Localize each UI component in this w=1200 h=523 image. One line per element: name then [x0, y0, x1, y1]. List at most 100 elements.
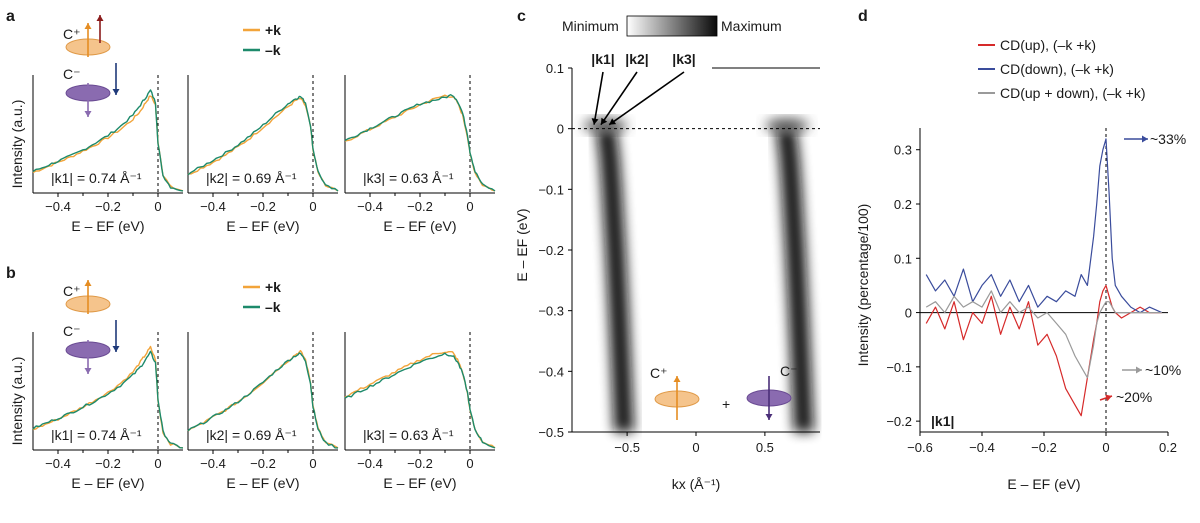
- band-left: [596, 128, 634, 432]
- panel-letter-b: b: [6, 265, 16, 282]
- x-tick-label: −0.4: [45, 199, 71, 214]
- k-arrow-3-shaft: [608, 71, 685, 126]
- legend-label: CD(down), (–k +k): [1000, 61, 1114, 77]
- x-tick-label: 0: [154, 199, 161, 214]
- x-axis-label: E – EF (eV): [1007, 476, 1080, 492]
- y-tick-label: −0.1: [538, 182, 564, 197]
- c-minus-arrow-head: [765, 414, 773, 420]
- k-annotation: |k2| = 0.69 Å⁻¹: [206, 170, 297, 186]
- series-line-minus-k: [344, 352, 496, 449]
- y-axis-label: E – EF (eV): [514, 208, 530, 281]
- c-plus-arrow: [673, 376, 681, 420]
- spin-up-arrow-head: [96, 15, 104, 21]
- x-axis-label: E – EF (eV): [226, 475, 299, 491]
- legend-label-minus-k: –k: [265, 42, 281, 58]
- legend: CD(up), (–k +k) CD(down), (–k +k) CD(up + …: [978, 37, 1146, 101]
- y-tick-label: −0.2: [886, 414, 912, 429]
- y-tick-label: −0.3: [538, 304, 564, 319]
- x-tick-label: −0.2: [407, 199, 433, 214]
- x-tick-label: −0.4: [45, 456, 71, 471]
- spin-down-arrow-head: [112, 89, 120, 95]
- series-line-minus-k: [187, 95, 339, 192]
- x-axis-label: kx (Å⁻¹): [672, 476, 721, 492]
- panel-letter-a: a: [6, 8, 15, 25]
- c-minus-label: C⁻: [63, 66, 81, 82]
- x-tick-label: −0.4: [969, 440, 995, 455]
- band-top-right: [764, 117, 809, 134]
- x-axis-label: E – EF (eV): [383, 218, 456, 234]
- panel-b: b Intensity (a.u.) C⁺ C⁻ +k –k −0.4 −0.2 0 |k1| =…: [6, 265, 496, 491]
- c-minus-arrow-head: [84, 368, 92, 374]
- c-minus-label: C⁻: [780, 363, 798, 379]
- polarization-icon: C⁺ C⁻: [63, 280, 120, 374]
- x-tick-label: 0: [466, 456, 473, 471]
- x-axis-label: E – EF (eV): [383, 475, 456, 491]
- c-plus-arrow-head: [673, 376, 681, 382]
- colorbar: [626, 15, 718, 37]
- panel-letter-c: c: [517, 8, 526, 25]
- y-tick-label: 0.3: [894, 143, 912, 158]
- k-label-3: |k3|: [672, 51, 695, 67]
- spin-up-arrow: [96, 15, 104, 43]
- k-arrow-2: [600, 71, 638, 126]
- k1-annotation: |k1|: [931, 413, 954, 429]
- x-tick-label: 0: [466, 199, 473, 214]
- plus-sign: +: [722, 396, 730, 412]
- k-label-1: |k1|: [591, 51, 614, 67]
- x-tick-label: 0: [1102, 440, 1109, 455]
- polarization-annotation: C⁺ + C⁻: [650, 363, 798, 420]
- x-axis-label: E – EF (eV): [226, 218, 299, 234]
- x-tick-label: −0.2: [95, 199, 121, 214]
- x-tick-label: 0: [309, 199, 316, 214]
- legend-label-plus-k: +k: [265, 279, 281, 295]
- subpanel-2: −0.4 −0.2 0 |k2| = 0.69 Å⁻¹ E – EF (eV): [187, 332, 339, 491]
- spin-down-arrow: [112, 63, 120, 95]
- k-annotation: |k2| = 0.69 Å⁻¹: [206, 427, 297, 443]
- annotation-arrow-10: [1122, 366, 1142, 374]
- y-tick-label: −0.4: [538, 364, 564, 379]
- x-axis-label: E – EF (eV): [71, 218, 144, 234]
- legend: +k –k: [243, 22, 281, 58]
- x-tick-label: 0: [309, 456, 316, 471]
- legend-label-minus-k: –k: [265, 299, 281, 315]
- x-tick-label: −0.2: [1031, 440, 1057, 455]
- colorbar-max-label: Maximum: [721, 18, 782, 34]
- x-tick-label: −0.5: [614, 440, 640, 455]
- y-axis-label: Intensity (percentage/100): [855, 204, 871, 367]
- heatmap: [583, 117, 814, 432]
- c-plus-arrow: [84, 280, 92, 314]
- y-tick-label: −0.5: [538, 425, 564, 440]
- x-axis-label: E – EF (eV): [71, 475, 144, 491]
- k-annotation: |k3| = 0.63 Å⁻¹: [363, 427, 454, 443]
- legend-label: CD(up), (–k +k): [1000, 37, 1096, 53]
- series-line-minus-k: [344, 93, 496, 192]
- subpanel-2: −0.4 −0.2 0 |k2| = 0.69 Å⁻¹ E – EF (eV): [187, 75, 339, 234]
- legend-label-plus-k: +k: [265, 22, 281, 38]
- panel-c: c Minimum Maximum 0.1 0 −0.1 −0.2 −0.3 −0.4 −0.5 −…: [514, 8, 820, 492]
- annotation-arrow-20: [1099, 394, 1113, 402]
- k-arrow-3: [608, 71, 685, 126]
- x-tick-label: 0.5: [756, 440, 774, 455]
- annotation-33: ~33%: [1150, 131, 1186, 147]
- subpanel-3: −0.4 −0.2 0 |k3| = 0.63 Å⁻¹ E – EF (eV): [344, 332, 496, 491]
- x-tick-label: −0.2: [250, 199, 276, 214]
- k-arrow-2-shaft: [600, 71, 638, 126]
- c-minus-arrow: [84, 340, 92, 374]
- legend-label: CD(up + down), (–k +k): [1000, 85, 1146, 101]
- k-label-2: |k2|: [625, 51, 648, 67]
- series-line-minus-k: [32, 89, 184, 192]
- panel-a: a Intensity (a.u.) C⁺ C⁻ +k –k −0.4 −0.2 0 |k1| =…: [6, 8, 496, 234]
- y-tick-label: 0.2: [894, 197, 912, 212]
- c-minus-arrow: [84, 83, 92, 117]
- x-tick-label: −0.4: [357, 456, 383, 471]
- legend: +k –k: [243, 279, 281, 315]
- x-tick-label: −0.2: [95, 456, 121, 471]
- series-line-cd-up-down: [925, 290, 1162, 379]
- y-tick-label: 0.1: [894, 251, 912, 266]
- spin-down-arrow: [112, 320, 120, 352]
- c-plus-label: C⁺: [650, 365, 668, 381]
- y-tick-label: −0.2: [538, 243, 564, 258]
- subpanel-3: −0.4 −0.2 0 |k3| = 0.63 Å⁻¹ E – EF (eV): [344, 75, 496, 234]
- series-line-minus-k: [32, 350, 184, 449]
- x-tick-label: 0: [154, 456, 161, 471]
